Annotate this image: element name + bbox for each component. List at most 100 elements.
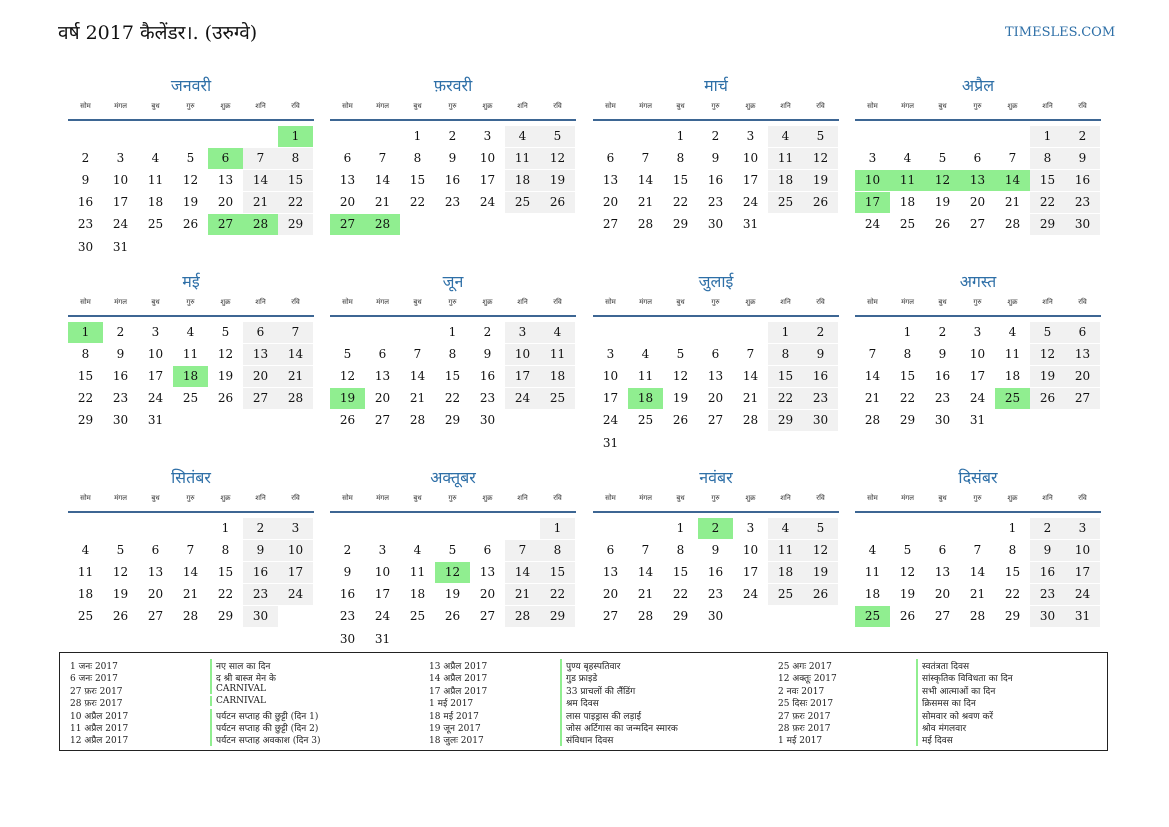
day-cell: 26 <box>803 584 838 606</box>
weekday-header: शनि <box>1042 102 1053 110</box>
day-cell: 26 <box>899 609 916 624</box>
day-cell: 13 <box>339 173 356 188</box>
weekday-header: मंगल <box>901 494 914 502</box>
day-cell: 18 <box>505 170 540 192</box>
day-cell: 14 <box>969 565 986 580</box>
weekday-header: शनि <box>1042 298 1053 306</box>
legend-date: 18 जुलः 2017 <box>429 736 484 747</box>
holiday-day-cell: 17 <box>855 192 890 214</box>
holiday-day-cell: 14 <box>995 170 1030 192</box>
weekday-header: रवि <box>291 494 300 502</box>
legend-date: 1 जनः 2017 <box>70 662 118 672</box>
day-cell: 21 <box>742 391 759 406</box>
day-cell: 28 <box>864 413 881 428</box>
day-cell: 12 <box>112 565 129 580</box>
day-cell: 24 <box>1065 584 1100 606</box>
legend-date: 25 अगः 2017 <box>778 662 832 672</box>
weekday-header: सोम <box>867 102 878 110</box>
legend-holiday-name: श्रम दिवस <box>560 696 599 710</box>
day-cell: 17 <box>505 366 540 388</box>
day-cell: 27 <box>602 609 619 624</box>
day-cell: 23 <box>707 195 724 210</box>
day-cell: 19 <box>899 587 916 602</box>
day-cell: 14 <box>742 369 759 384</box>
weekday-header: शुक्र <box>482 494 493 502</box>
legend-holiday-name: पर्यटन सप्ताह की छुट्टी (दिन 2) <box>210 721 318 734</box>
day-cell: 1 <box>540 518 575 539</box>
day-cell: 9 <box>938 347 947 362</box>
day-cell: 20 <box>374 391 391 406</box>
day-cell: 14 <box>505 562 540 584</box>
day-cell: 4 <box>641 347 650 362</box>
weekday-header: बुध <box>151 494 160 502</box>
weekday-header: मंगल <box>376 298 389 306</box>
brand-link[interactable]: TIMESLES.COM <box>1005 25 1116 40</box>
day-cell: 9 <box>116 347 125 362</box>
holiday-day-cell: 13 <box>960 170 995 192</box>
day-cell: 20 <box>969 195 986 210</box>
day-cell: 5 <box>186 151 195 166</box>
day-cell: 5 <box>938 151 947 166</box>
day-cell: 21 <box>969 587 986 602</box>
day-cell: 22 <box>77 391 94 406</box>
weekday-header: रवि <box>1078 102 1087 110</box>
day-cell: 4 <box>768 126 803 147</box>
day-cell: 25 <box>77 609 94 624</box>
day-cell: 6 <box>1065 322 1100 343</box>
holiday-day-cell: 10 <box>855 170 890 192</box>
day-cell: 3 <box>868 151 877 166</box>
day-cell: 19 <box>540 170 575 192</box>
weekday-header: मंगल <box>376 102 389 110</box>
day-cell: 27 <box>602 217 619 232</box>
weekday-header: गुरु <box>186 102 195 110</box>
holiday-day-cell: 27 <box>330 214 365 236</box>
day-cell: 2 <box>116 325 125 339</box>
day-cell: 11 <box>540 344 575 366</box>
day-cell: 25 <box>540 388 575 410</box>
legend-holiday-name: 33 प्राचलों की लैंडिंग <box>560 683 635 697</box>
day-cell: 7 <box>641 543 650 558</box>
weekday-header: गुरु <box>711 102 720 110</box>
weekday-header: गुरु <box>973 494 982 502</box>
weekday-header: सोम <box>867 494 878 502</box>
day-cell: 27 <box>707 413 724 428</box>
weekday-header: बुध <box>151 298 160 306</box>
day-cell: 6 <box>483 543 492 558</box>
day-cell: 5 <box>540 126 575 147</box>
weekday-header: शनि <box>517 298 528 306</box>
day-cell: 30 <box>803 410 838 432</box>
day-cell: 4 <box>903 151 912 166</box>
day-cell: 12 <box>217 347 234 362</box>
day-cell: 16 <box>339 587 356 602</box>
weekday-header: शुक्र <box>745 298 756 306</box>
day-cell: 4 <box>768 518 803 539</box>
legend-date: 18 मई 2017 <box>429 711 479 722</box>
day-cell: 24 <box>742 587 759 602</box>
legend-holiday-name: CARNIVAL <box>210 683 266 694</box>
day-cell: 2 <box>343 543 352 558</box>
day-cell: 18 <box>409 587 426 602</box>
day-cell: 27 <box>969 217 986 232</box>
day-cell: 27 <box>1065 388 1100 410</box>
day-cell: 23 <box>803 388 838 410</box>
day-cell: 8 <box>540 540 575 562</box>
day-cell: 7 <box>1008 151 1017 166</box>
day-cell: 9 <box>1030 540 1065 562</box>
day-cell: 9 <box>343 565 352 580</box>
day-cell: 11 <box>147 173 164 188</box>
day-cell: 12 <box>182 173 199 188</box>
day-cell: 12 <box>672 369 689 384</box>
weekday-header: रवि <box>553 102 562 110</box>
day-cell: 29 <box>444 413 461 428</box>
day-cell: 19 <box>1030 366 1065 388</box>
day-cell: 4 <box>540 322 575 343</box>
month-name: अक्तूबर <box>430 468 476 487</box>
day-cell: 15 <box>444 369 461 384</box>
weekday-header: शनि <box>255 494 266 502</box>
day-cell: 29 <box>540 606 575 628</box>
day-cell: 13 <box>934 565 951 580</box>
day-cell: 11 <box>768 148 803 170</box>
day-cell: 5 <box>676 347 685 362</box>
day-cell: 6 <box>711 347 720 362</box>
day-cell: 7 <box>868 347 877 362</box>
